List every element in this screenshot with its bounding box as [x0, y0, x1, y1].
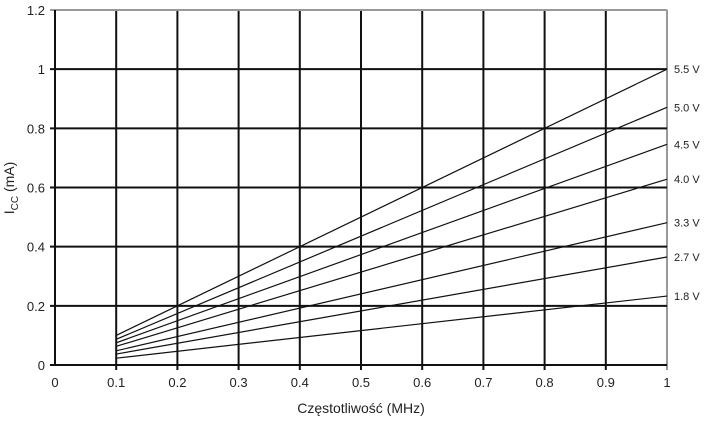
series-line-50V — [115, 106, 668, 340]
x-axis-label: Częstotliwość (MHz) — [297, 400, 425, 416]
y-tick-label: 0.2 — [27, 299, 45, 314]
series-label: 5.0 V — [674, 102, 700, 114]
y-axis-label: ICC (mA) — [1, 162, 21, 215]
x-tick-label: 0.5 — [352, 375, 370, 390]
tick-labels: 0 0.1 0.2 0.3 0.4 0.5 0.6 0.7 0.8 0.9 1 0 0.2 0.4 0.6 0… — [27, 3, 671, 390]
series-label: 4.5 V — [674, 139, 700, 151]
series-line-27V — [116, 256, 668, 355]
y-tick-label: 1 — [38, 62, 45, 77]
y-axis-label-main: I — [1, 210, 17, 214]
y-axis-label-unit: (mA) — [1, 162, 17, 196]
y-tick-label: 1.2 — [27, 3, 45, 18]
grid — [50, 9, 668, 370]
series-line-18V — [116, 295, 668, 359]
x-tick-label: 0.3 — [230, 375, 248, 390]
y-axis-label-sub: CC — [10, 196, 21, 210]
x-tick-label: 0.7 — [474, 375, 492, 390]
y-tick-label: 0.6 — [27, 181, 45, 196]
series-lines: 5.5 V 5.0 V 4.5 V 4.0 V 3.3 V 2.7 V 1.8 V — [115, 64, 700, 359]
series-line-33V — [116, 222, 668, 352]
series-line-40V — [116, 178, 668, 347]
x-tick-label: 0.6 — [413, 375, 431, 390]
x-tick-label: 0.8 — [536, 375, 554, 390]
series-label: 3.3 V — [674, 218, 700, 230]
y-tick-label: 0.4 — [27, 240, 45, 255]
x-tick-label: 0.2 — [168, 375, 186, 390]
series-line-45V — [115, 143, 668, 344]
x-tick-label: 0 — [51, 375, 58, 390]
y-tick-label: 0 — [38, 358, 45, 373]
x-tick-label: 0.9 — [597, 375, 615, 390]
y-tick-label: 0.8 — [27, 121, 45, 136]
x-tick-label: 1 — [663, 375, 670, 390]
series-line-55V — [115, 68, 668, 336]
series-label: 5.5 V — [674, 64, 700, 76]
x-tick-label: 0.1 — [107, 375, 125, 390]
series-label: 4.0 V — [674, 174, 700, 186]
series-label: 2.7 V — [674, 252, 700, 264]
x-tick-label: 0.4 — [291, 375, 309, 390]
series-label: 1.8 V — [674, 291, 700, 303]
